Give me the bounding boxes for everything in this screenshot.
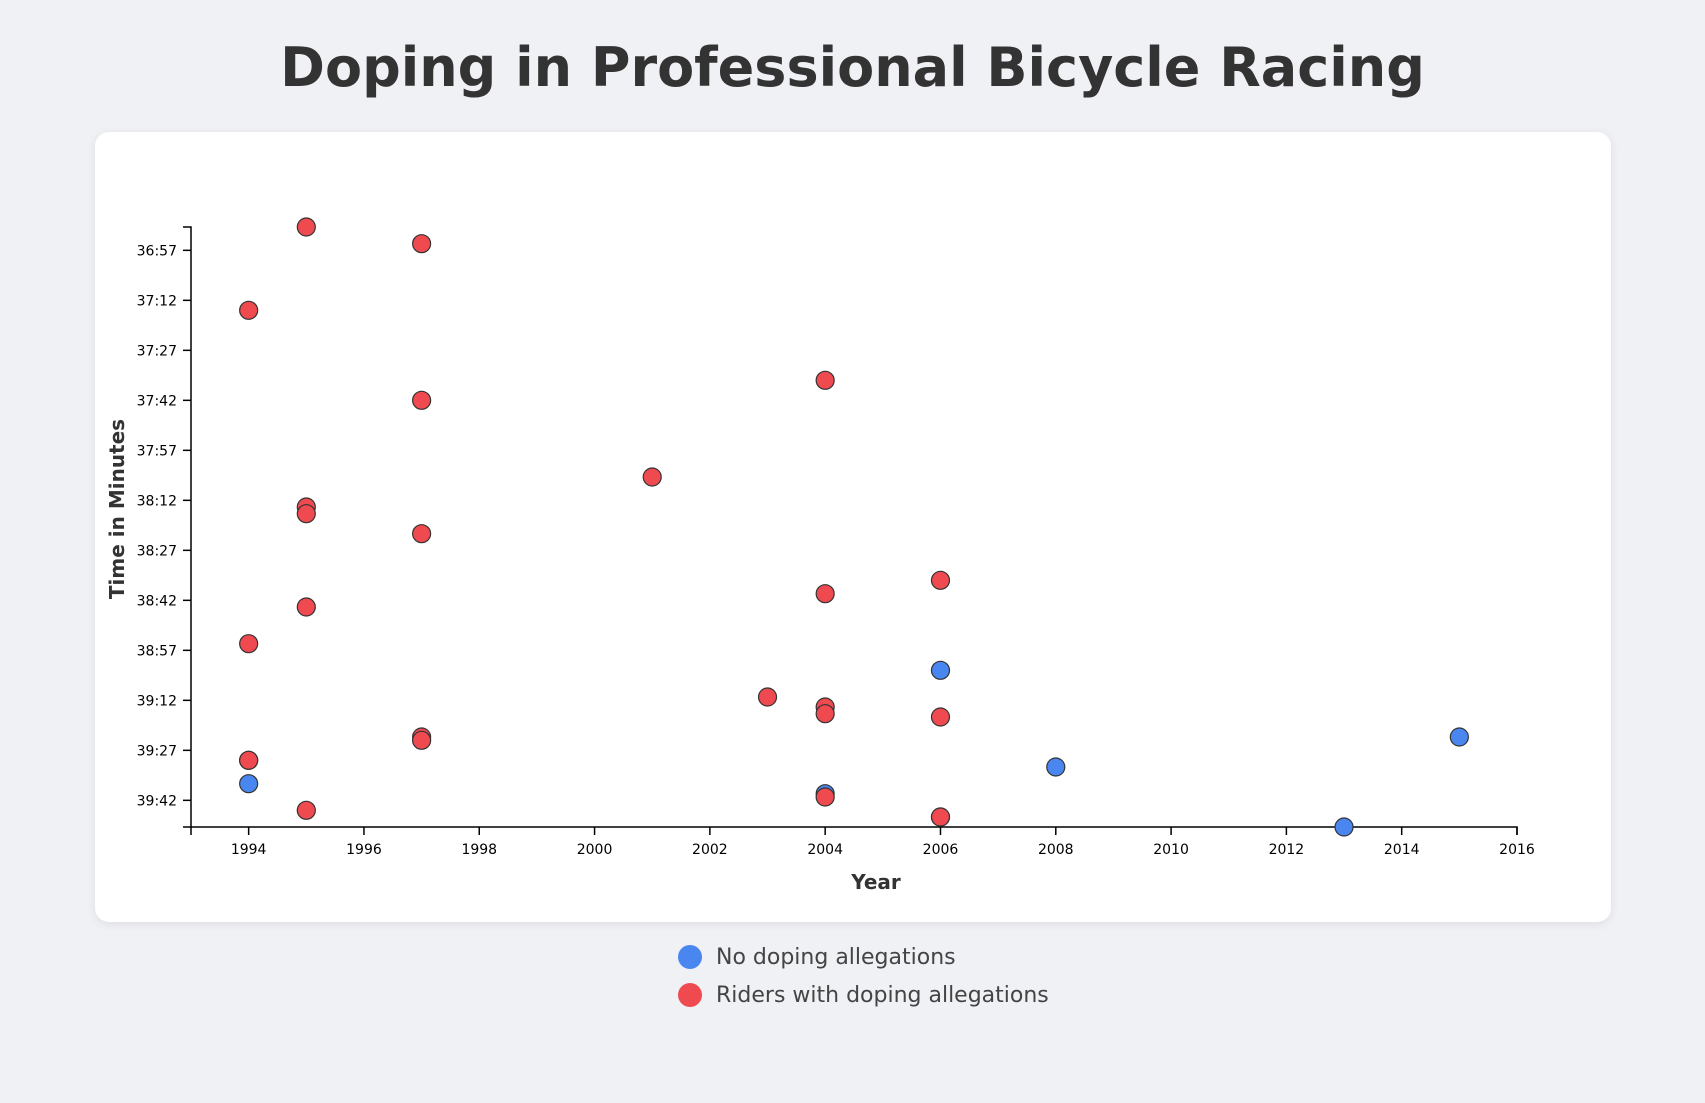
data-point-doping bbox=[296, 217, 316, 237]
data-point-doping bbox=[412, 390, 432, 410]
data-point-doping bbox=[815, 704, 835, 724]
x-tick-label: 2006 bbox=[923, 842, 959, 858]
x-tick-label: 2008 bbox=[1038, 842, 1074, 858]
y-tick-label: 39:27 bbox=[137, 743, 177, 759]
data-point-doping bbox=[930, 807, 951, 827]
data-point-no-doping bbox=[239, 774, 259, 794]
x-tick-label: 2012 bbox=[1269, 842, 1305, 858]
data-point-doping bbox=[296, 504, 316, 524]
legend-label-doping: Riders with doping allegations bbox=[716, 982, 1049, 1008]
x-tick-label: 2002 bbox=[692, 842, 728, 858]
x-axis-label: Year bbox=[850, 870, 901, 894]
data-point-doping bbox=[930, 570, 951, 590]
y-axis-line bbox=[183, 226, 192, 828]
x-axis: 1994 1996 1998 2000 2002 2004 2006 2008 2010 2012… bbox=[190, 826, 1535, 858]
legend-label-no-doping: No doping allegations bbox=[716, 944, 956, 970]
y-axis: 36:57 37:12 37:27 37:42 37:57 38:12 38:27 38:42… bbox=[137, 226, 192, 828]
chart-card: 36:57 37:12 37:27 37:42 37:57 38:12 38:27 38:42… bbox=[95, 132, 1611, 922]
legend-swatch-no-doping bbox=[678, 945, 702, 969]
data-points bbox=[239, 217, 1469, 837]
x-tick-label: 1996 bbox=[346, 842, 382, 858]
legend-swatch-doping bbox=[678, 983, 702, 1007]
page-title: Doping in Professional Bicycle Racing bbox=[280, 36, 1425, 99]
legend-item-doping: Riders with doping allegations bbox=[678, 976, 1049, 1014]
x-tick-label: 2016 bbox=[1499, 842, 1535, 858]
data-point-no-doping bbox=[1334, 817, 1354, 837]
y-tick-label: 39:42 bbox=[137, 793, 177, 809]
x-tick-label: 2000 bbox=[577, 842, 613, 858]
data-point-doping bbox=[815, 787, 835, 807]
data-point-doping bbox=[815, 370, 835, 390]
x-tick-label: 1998 bbox=[461, 842, 497, 858]
data-point-doping bbox=[296, 800, 316, 820]
y-tick-label: 37:42 bbox=[137, 393, 177, 409]
data-point-doping bbox=[412, 234, 432, 254]
data-point-doping bbox=[815, 584, 835, 604]
legend-item-no-doping: No doping allegations bbox=[678, 938, 1049, 976]
y-tick-label: 38:57 bbox=[137, 643, 177, 659]
y-tick-label: 38:12 bbox=[137, 493, 177, 509]
data-point-doping bbox=[239, 634, 259, 654]
x-axis-line bbox=[190, 826, 1518, 835]
x-tick-label: 2004 bbox=[807, 842, 843, 858]
y-tick-label: 37:57 bbox=[137, 443, 177, 459]
x-tick-label: 2014 bbox=[1384, 842, 1420, 858]
data-point-doping bbox=[757, 687, 778, 707]
y-tick-label: 38:42 bbox=[137, 593, 177, 609]
x-tick-label: 1994 bbox=[231, 842, 267, 858]
data-point-no-doping bbox=[1046, 757, 1066, 777]
y-tick-label: 39:12 bbox=[137, 693, 177, 709]
data-point-doping bbox=[296, 597, 316, 617]
y-tick-label: 38:27 bbox=[137, 543, 177, 559]
y-tick-label: 36:57 bbox=[137, 243, 177, 259]
y-tick-label: 37:27 bbox=[137, 343, 177, 359]
data-point-doping bbox=[642, 467, 662, 487]
data-point-no-doping bbox=[1449, 727, 1469, 747]
y-axis-label: Time in Minutes bbox=[105, 419, 129, 599]
data-point-doping bbox=[239, 300, 259, 320]
legend: No doping allegations Riders with doping… bbox=[678, 938, 1049, 1014]
y-tick-label: 37:12 bbox=[137, 293, 177, 309]
data-point-doping bbox=[930, 707, 951, 727]
data-point-no-doping bbox=[930, 660, 951, 680]
data-point-doping bbox=[412, 730, 432, 750]
scatter-chart: 36:57 37:12 37:27 37:42 37:57 38:12 38:27 38:42… bbox=[105, 217, 1535, 894]
data-point-doping bbox=[412, 524, 432, 544]
data-point-doping bbox=[239, 750, 259, 770]
x-tick-label: 2010 bbox=[1153, 842, 1189, 858]
